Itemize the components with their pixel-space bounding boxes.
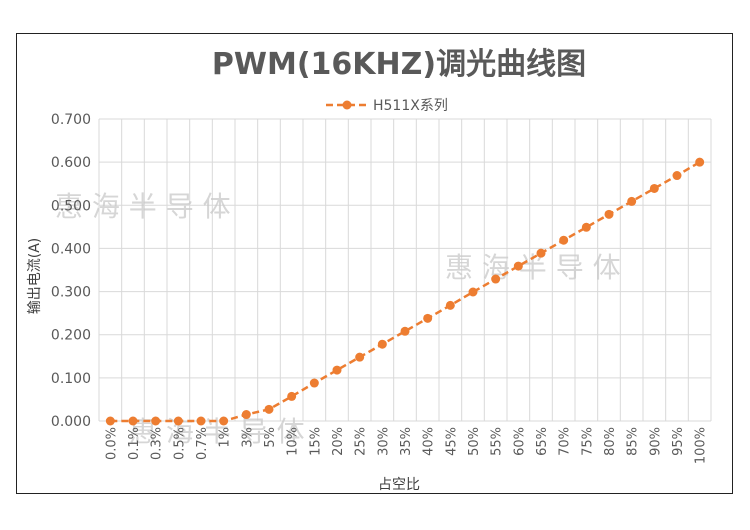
x-tick-label: 25%: [354, 427, 369, 456]
x-tick-label: 30%: [376, 427, 391, 456]
data-point: [332, 365, 342, 375]
y-axis-label: 输出电流(A): [27, 238, 43, 315]
x-tick-label: 95%: [671, 427, 686, 456]
data-point: [604, 209, 614, 219]
data-point: [173, 416, 183, 426]
series-h511x: [105, 157, 705, 426]
y-tick-label: 0.400: [51, 241, 91, 257]
y-tick-label: 0.500: [51, 198, 91, 214]
x-tick-label: 60%: [512, 427, 527, 456]
x-tick-label: 75%: [580, 427, 595, 456]
x-tick-label: 40%: [422, 427, 437, 456]
watermark-1: 惠 海 半 导 体: [55, 190, 231, 223]
series-line: [110, 161, 701, 423]
data-point: [627, 196, 637, 206]
legend-label: H511X系列: [373, 98, 448, 114]
x-tick-label: 0.3%: [150, 427, 165, 460]
chart-frame: 惠 海 半 导 体 惠 海 半 导 体 惠 海 半 导 体 PWM(16KHZ)…: [16, 33, 733, 494]
legend: H511X系列: [326, 98, 448, 114]
y-axis-ticks: 0.000 0.100 0.200 0.300 0.400 0.500 0.600 0.700: [51, 112, 91, 430]
x-tick-label: 100%: [694, 427, 709, 464]
data-point: [581, 222, 591, 232]
data-point: [287, 391, 297, 401]
data-point: [513, 261, 523, 271]
x-tick-label: 35%: [399, 427, 414, 456]
data-point: [491, 274, 501, 284]
y-tick-label: 0.000: [51, 414, 91, 430]
x-tick-label: 80%: [603, 427, 618, 456]
x-tick-label: 50%: [467, 427, 482, 456]
data-point: [445, 300, 455, 310]
watermark-2: 惠 海 半 导 体: [445, 251, 621, 284]
legend-marker: [342, 100, 352, 110]
data-point: [559, 235, 569, 245]
data-point: [309, 378, 319, 388]
chart-title: PWM(16KHZ)调光曲线图: [212, 47, 586, 82]
data-point: [377, 339, 387, 349]
grid: [98, 118, 712, 422]
data-point: [241, 410, 251, 420]
y-tick-label: 0.300: [51, 285, 91, 301]
x-tick-label: 85%: [626, 427, 641, 456]
x-axis-ticks: 0.0% 0.1% 0.3% 0.5% 0.7% 1% 3% 5% 10% 15% 20% 25% 30…: [104, 427, 708, 464]
x-tick-label: 15%: [308, 427, 323, 456]
x-tick-label: 0.1%: [127, 427, 142, 460]
data-point: [536, 248, 546, 258]
x-tick-label: 5%: [263, 427, 278, 448]
x-tick-label: 0.7%: [195, 427, 210, 460]
y-tick-label: 0.200: [51, 328, 91, 344]
x-tick-label: 1%: [218, 427, 233, 448]
data-point: [649, 183, 659, 193]
x-tick-label: 10%: [286, 427, 301, 456]
x-axis-label: 占空比: [378, 477, 420, 493]
data-point: [423, 313, 433, 323]
y-tick-label: 0.700: [51, 112, 91, 128]
data-point: [468, 287, 478, 297]
x-tick-label: 3%: [240, 427, 255, 448]
data-point: [400, 326, 410, 336]
data-point: [672, 171, 682, 181]
x-tick-label: 55%: [490, 427, 505, 456]
data-point: [695, 157, 705, 167]
x-tick-label: 20%: [331, 427, 346, 456]
chart: 惠 海 半 导 体 惠 海 半 导 体 惠 海 半 导 体 PWM(16KHZ)…: [27, 47, 712, 493]
y-tick-label: 0.600: [51, 155, 91, 171]
data-point: [105, 416, 115, 426]
x-tick-label: 90%: [648, 427, 663, 456]
x-tick-label: 70%: [558, 427, 573, 456]
data-point: [219, 416, 229, 426]
data-point: [196, 416, 206, 426]
data-point: [151, 416, 161, 426]
data-point: [264, 404, 274, 414]
data-point: [355, 352, 365, 362]
x-tick-label: 0.5%: [172, 427, 187, 460]
y-tick-label: 0.100: [51, 371, 91, 387]
x-tick-label: 0.0%: [104, 427, 119, 460]
x-tick-label: 65%: [535, 427, 550, 456]
x-tick-label: 45%: [444, 427, 459, 456]
data-point: [128, 416, 138, 426]
